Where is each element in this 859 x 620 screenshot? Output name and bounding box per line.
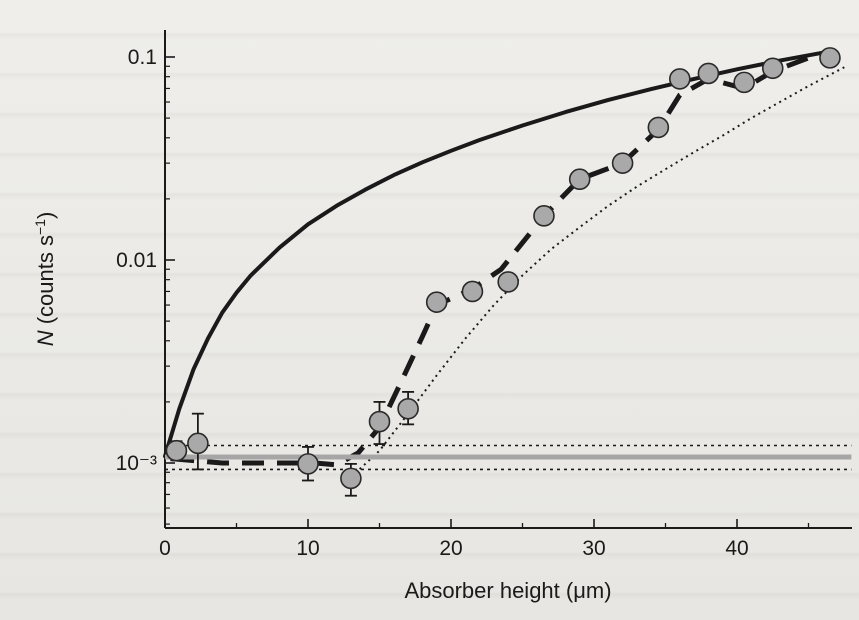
y-axis-label: N (counts s−1) (32, 212, 58, 347)
y-axis-label-italic: N (33, 330, 58, 346)
data-point (697, 62, 720, 85)
x-tick-label: 30 (582, 537, 605, 560)
y-axis-label-text: (counts s (33, 235, 58, 330)
data-point (297, 453, 319, 475)
data-point (568, 168, 591, 191)
x-ticks: 0 10 20 30 40 (159, 519, 810, 560)
data-point (533, 205, 555, 227)
data-point (647, 116, 670, 139)
data-point (368, 410, 391, 433)
series-line-solid-black (163, 50, 825, 459)
x-tick-label: 0 (159, 537, 171, 560)
y-tick-label: 0.01 (116, 249, 157, 272)
data-point (165, 439, 188, 462)
data-point (761, 57, 784, 80)
data-point (461, 280, 484, 303)
y-axis-label-sup: −1 (32, 219, 48, 235)
data-point (733, 71, 755, 94)
data-points (165, 47, 841, 490)
y-tick-label: 10⁻³ (116, 452, 157, 475)
data-point (397, 397, 419, 420)
data-point (668, 68, 691, 90)
y-axis-label-close: ) (33, 212, 58, 219)
data-point (819, 47, 841, 69)
x-tick-label: 10 (296, 537, 319, 560)
series-line-dotted-black (350, 66, 845, 479)
data-point (497, 271, 520, 293)
x-axis-label: Absorber height (μm) (404, 578, 611, 603)
x-tick-label: 20 (439, 537, 462, 560)
y-tick-label: 0.1 (128, 46, 157, 69)
data-point (611, 152, 634, 174)
data-point (187, 432, 209, 455)
data-point (340, 467, 362, 490)
y-ticks: 10⁻³ 0.01 0.1 (116, 46, 175, 525)
series-lines (163, 50, 852, 479)
data-point (425, 291, 448, 313)
x-tick-label: 40 (725, 537, 748, 560)
